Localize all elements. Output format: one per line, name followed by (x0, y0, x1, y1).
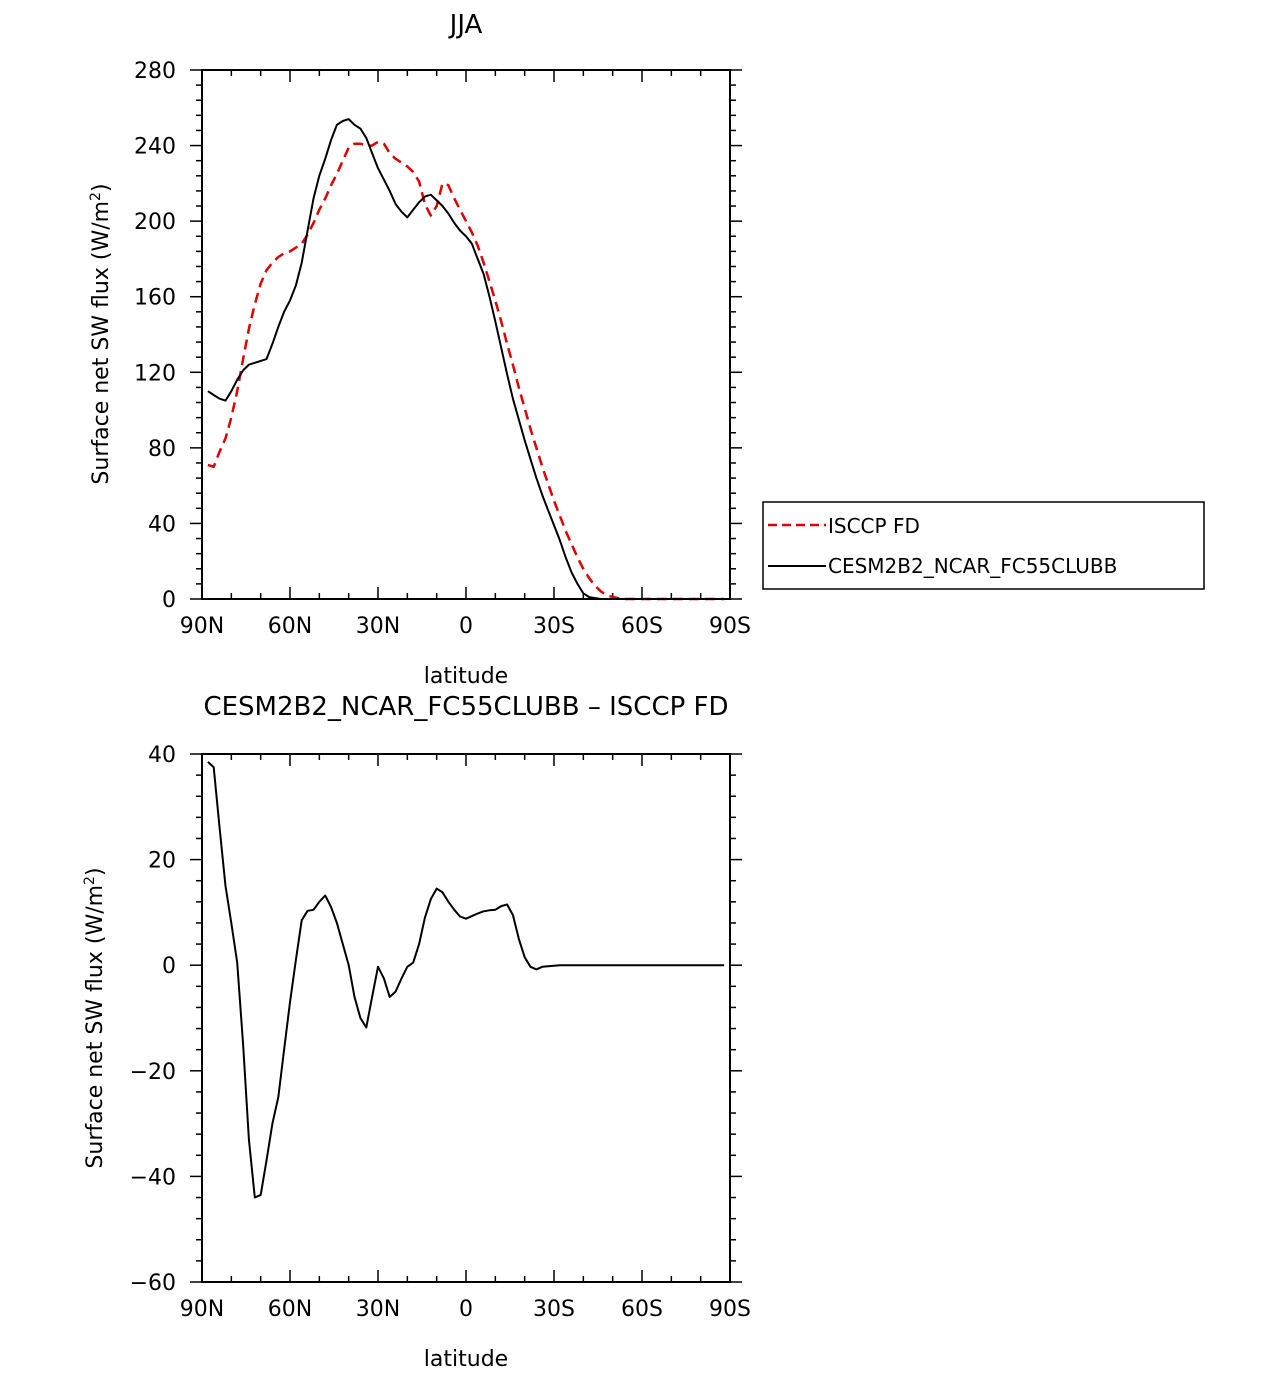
x-tick-label: 30N (356, 1297, 400, 1322)
bottom-chart-title: CESM2B2_NCAR_FC55CLUBB – ISCCP FD (203, 692, 728, 722)
top-x-tick-labels: 90N 60N 30N 0 30S 60S 90S (180, 614, 751, 639)
legend-box (762, 501, 1205, 590)
x-tick-label: 30S (533, 1297, 575, 1322)
top-y-axis-label: Surface net SW flux (W/m2) (88, 183, 114, 484)
bottom-y-axis-label-end: ) (83, 867, 108, 876)
bottom-series-line-difference (207, 761, 725, 1199)
bottom-y-axis-label-sup: 2 (82, 876, 98, 885)
legend-label-cesm: CESM2B2_NCAR_FC55CLUBB (828, 554, 1117, 578)
x-tick-label: 0 (459, 1297, 473, 1322)
y-tick-label: 200 (134, 210, 176, 235)
y-tick-label: 40 (148, 512, 176, 537)
x-tick-label: 90N (180, 1297, 224, 1322)
y-tick-label: 0 (162, 954, 176, 979)
top-series-group (207, 118, 725, 601)
x-tick-label: 60S (621, 1297, 663, 1322)
top-panel: JJA 0 40 80 120 160 200 240 280 90N 60N 30N 0 30S 60… (88, 10, 1205, 689)
bottom-panel: CESM2B2_NCAR_FC55CLUBB – ISCCP FD −60 −40… (82, 692, 751, 1372)
x-tick-label: 60N (268, 614, 312, 639)
top-series-line-isccp-fd (207, 140, 725, 601)
y-tick-label: 80 (148, 437, 176, 462)
top-y-axis-label-main: Surface net SW flux (W/m (89, 201, 114, 485)
bottom-x-tick-labels: 90N 60N 30N 0 30S 60S 90S (180, 1297, 751, 1322)
y-tick-label: 160 (134, 286, 176, 311)
x-tick-label: 30N (356, 614, 400, 639)
bottom-ticks (190, 753, 742, 1283)
y-tick-label: 240 (134, 135, 176, 160)
y-tick-label: −60 (130, 1271, 176, 1296)
x-tick-label: 0 (459, 614, 473, 639)
y-tick-label: 0 (162, 588, 176, 613)
legend: ISCCP FD CESM2B2_NCAR_FC55CLUBB (762, 501, 1205, 590)
legend-label-isccp: ISCCP FD (828, 514, 920, 538)
bottom-x-axis-label: latitude (424, 1347, 508, 1372)
y-tick-label: 120 (134, 361, 176, 386)
y-tick-label: 280 (134, 59, 176, 84)
x-tick-label: 60N (268, 1297, 312, 1322)
x-tick-label: 90S (709, 1297, 751, 1322)
x-tick-label: 30S (533, 614, 575, 639)
x-tick-label: 90S (709, 614, 751, 639)
y-tick-label: −40 (130, 1165, 176, 1190)
top-y-tick-labels: 0 40 80 120 160 200 240 280 (134, 59, 176, 613)
bottom-y-tick-labels: −60 −40 −20 0 20 40 (130, 743, 176, 1296)
bottom-plot-frame (201, 753, 731, 1283)
y-tick-label: −20 (130, 1060, 176, 1085)
y-tick-label: 40 (148, 743, 176, 768)
x-tick-label: 60S (621, 614, 663, 639)
top-y-axis-label-sup: 2 (88, 192, 104, 201)
top-series-line-cesm2b2-ncar-fc55clubb (207, 118, 725, 600)
x-tick-label: 90N (180, 614, 224, 639)
bottom-y-axis-label-main: Surface net SW flux (W/m (83, 885, 108, 1169)
top-y-axis-label-end: ) (89, 183, 114, 192)
bottom-y-axis-label: Surface net SW flux (W/m2) (82, 867, 108, 1168)
y-tick-label: 20 (148, 849, 176, 874)
top-plot-frame (201, 69, 731, 600)
top-x-axis-label: latitude (424, 664, 508, 689)
top-ticks (190, 69, 742, 600)
bottom-series-group (207, 761, 725, 1199)
top-chart-title: JJA (448, 10, 483, 40)
